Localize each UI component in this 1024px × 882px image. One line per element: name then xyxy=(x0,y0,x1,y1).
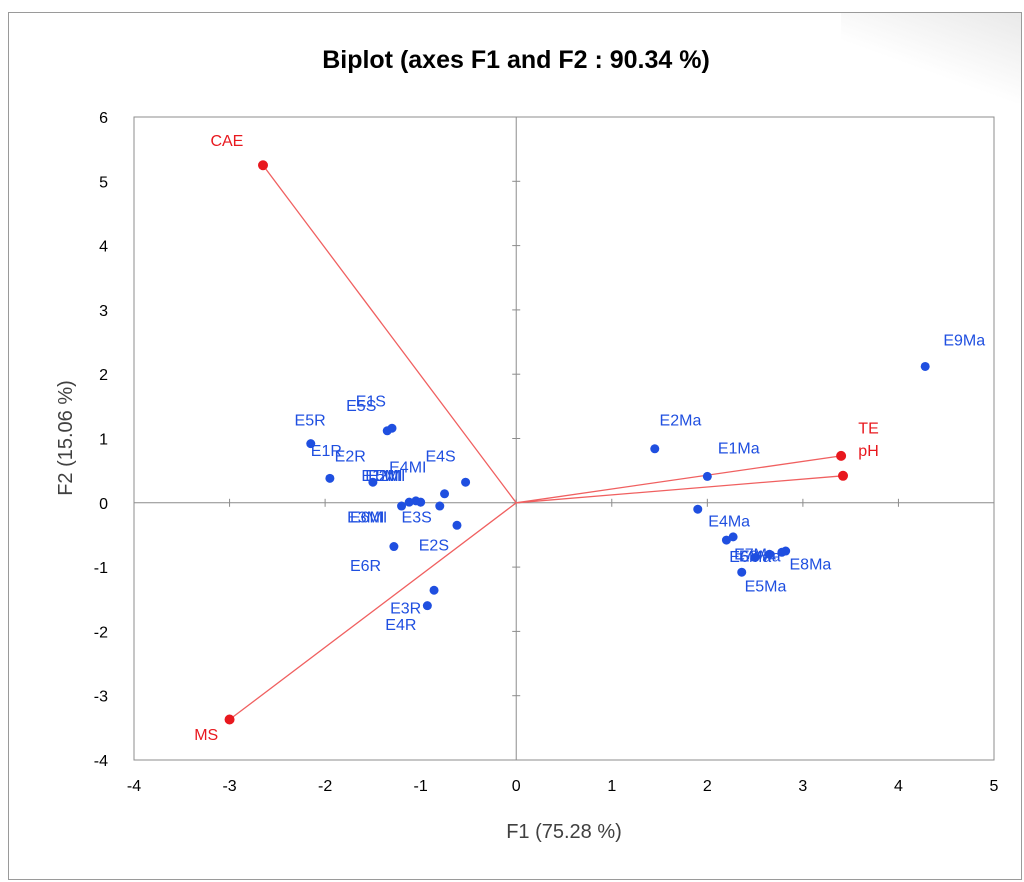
observation-point xyxy=(764,549,774,559)
variable-label: MS xyxy=(194,727,218,744)
variable-vector-line xyxy=(516,455,842,504)
observation-label: E6MI xyxy=(350,510,387,527)
observation-point xyxy=(702,471,712,481)
variable-point xyxy=(224,714,235,725)
observation-label: E4Ma xyxy=(708,514,750,531)
variable-label: CAE xyxy=(210,133,243,150)
observation-point xyxy=(920,361,930,371)
observation-label: E5R xyxy=(295,413,326,430)
observation-point xyxy=(368,477,378,487)
observation-point xyxy=(306,439,316,449)
observation-point xyxy=(461,477,471,487)
variable-point xyxy=(836,450,847,461)
y-tick-label: -4 xyxy=(94,753,108,770)
observation-label: E6Ma xyxy=(729,549,771,566)
observation-point xyxy=(728,532,738,542)
x-tick-label: 1 xyxy=(607,778,616,795)
x-tick-label: -4 xyxy=(127,778,141,795)
observation-label: E7Ma xyxy=(734,546,776,563)
observation-point xyxy=(435,501,445,511)
y-tick-label: 2 xyxy=(99,367,108,384)
x-tick-label: 4 xyxy=(894,778,903,795)
y-tick-label: 1 xyxy=(99,432,108,449)
observation-point xyxy=(389,542,399,552)
observation-point xyxy=(404,497,414,507)
variable-vectors-group: CAE MS TE pH xyxy=(194,133,879,744)
observation-point xyxy=(750,552,760,562)
y-axis-label: F2 (15.06 %) xyxy=(55,380,77,496)
observation-label: E8Ma xyxy=(790,557,832,574)
observation-label: E4R xyxy=(385,617,416,634)
observation-label: E3R xyxy=(390,600,421,617)
x-axis-label: F1 (75.28 %) xyxy=(506,821,622,843)
y-tick-label: 5 xyxy=(99,174,108,191)
observation-point xyxy=(382,426,392,436)
observation-label: E2S xyxy=(419,537,449,554)
variable-point xyxy=(258,160,268,171)
observation-point xyxy=(397,501,407,511)
observation-label: E4S xyxy=(425,449,455,466)
x-tick-label: 2 xyxy=(703,778,712,795)
y-tick-label: 3 xyxy=(99,303,108,320)
observation-label: E4MI xyxy=(389,460,426,477)
observation-point xyxy=(650,444,660,454)
tick-labels-group: -4 -3 -2 -1 0 1 2 3 4 5 -4 -3 -2 -1 0 1 2 3 4 5 6 xyxy=(94,110,999,795)
observation-point xyxy=(416,497,426,507)
observation-label: E1Ma xyxy=(718,440,760,457)
x-tick-label: 0 xyxy=(512,778,521,795)
observation-label: E2R xyxy=(335,449,366,466)
observation-point xyxy=(777,547,787,557)
y-tick-label: 6 xyxy=(99,110,108,127)
observation-point xyxy=(440,489,450,499)
variable-point xyxy=(838,470,849,481)
observation-label: E3Ma xyxy=(739,548,781,565)
observation-label: E9Ma xyxy=(943,332,985,349)
y-tick-label: -3 xyxy=(94,689,108,706)
x-tick-label: -2 xyxy=(318,778,332,795)
page-corner-shade xyxy=(841,13,1021,103)
observation-point xyxy=(721,535,731,545)
observation-point xyxy=(325,473,335,483)
observation-point xyxy=(693,504,703,514)
x-tick-label: -1 xyxy=(414,778,428,795)
observation-label: E5MI xyxy=(365,468,402,485)
observation-point xyxy=(429,585,439,595)
observation-label: E5Ma xyxy=(745,579,787,596)
observation-label: E3S xyxy=(402,510,432,527)
observation-point xyxy=(737,567,747,577)
observation-label: E3MI xyxy=(347,510,384,527)
x-tick-label: 3 xyxy=(798,778,807,795)
x-tick-label: 5 xyxy=(990,778,999,795)
observation-label: E1MI xyxy=(361,468,398,485)
variable-vector-line xyxy=(262,164,517,504)
variable-label: TE xyxy=(858,420,878,437)
y-tick-label: -2 xyxy=(94,624,108,641)
y-tick-label: 4 xyxy=(99,239,108,256)
observation-point xyxy=(452,520,462,530)
observation-label: E1R xyxy=(311,443,342,460)
observation-label: E2Ma xyxy=(660,413,702,430)
observation-label: E1S xyxy=(356,393,386,410)
observation-points-group xyxy=(306,361,930,611)
variable-label: pH xyxy=(858,443,878,460)
y-tick-label: 0 xyxy=(99,496,108,513)
y-tick-label: -1 xyxy=(94,560,108,577)
x-tick-label: -3 xyxy=(222,778,236,795)
observation-point xyxy=(422,601,432,611)
variable-vector-line xyxy=(516,475,844,504)
chart-frame xyxy=(8,12,1022,880)
observation-label: E2MI xyxy=(368,468,405,485)
plot-area-border xyxy=(133,116,995,761)
axes-group xyxy=(133,116,995,761)
chart-title: Biplot (axes F1 and F2 : 90.34 %) xyxy=(322,46,710,74)
variable-vector-line xyxy=(229,502,517,721)
observation-label: E5S xyxy=(346,398,376,415)
observation-label: E6R xyxy=(350,558,381,575)
